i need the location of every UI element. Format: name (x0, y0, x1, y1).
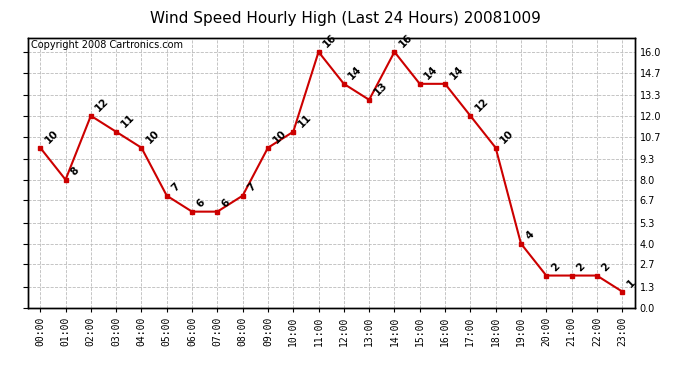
Text: 4: 4 (524, 229, 536, 242)
Text: 11: 11 (296, 112, 313, 130)
Text: 7: 7 (170, 181, 181, 194)
Text: 6: 6 (195, 197, 207, 210)
Text: 2: 2 (574, 261, 586, 273)
Text: 11: 11 (119, 112, 136, 130)
Text: 14: 14 (346, 64, 364, 82)
Text: 10: 10 (144, 128, 161, 146)
Text: 14: 14 (448, 64, 465, 82)
Text: 12: 12 (473, 96, 491, 114)
Text: 6: 6 (220, 197, 233, 210)
Text: Copyright 2008 Cartronics.com: Copyright 2008 Cartronics.com (30, 40, 183, 50)
Text: 2: 2 (549, 261, 561, 273)
Text: 7: 7 (246, 181, 257, 194)
Text: 14: 14 (422, 64, 440, 82)
Text: 13: 13 (372, 80, 389, 98)
Text: 10: 10 (43, 128, 60, 146)
Text: 10: 10 (270, 128, 288, 146)
Text: 1: 1 (625, 277, 637, 290)
Text: 2: 2 (600, 261, 612, 273)
Text: 16: 16 (322, 32, 339, 50)
Text: 12: 12 (94, 96, 111, 114)
Text: 10: 10 (498, 128, 515, 146)
Text: 8: 8 (68, 165, 81, 177)
Text: 16: 16 (397, 32, 415, 50)
Text: Wind Speed Hourly High (Last 24 Hours) 20081009: Wind Speed Hourly High (Last 24 Hours) 2… (150, 11, 540, 26)
